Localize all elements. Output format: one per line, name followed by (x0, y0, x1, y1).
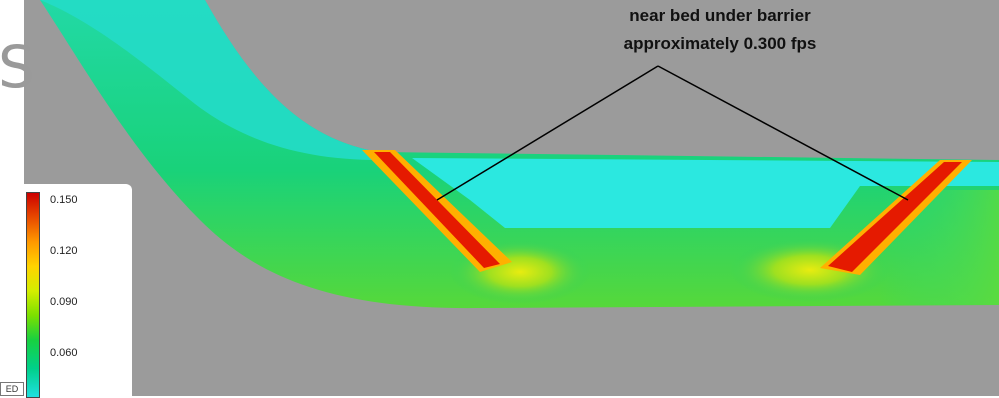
legend-tick: 0.060 (50, 347, 78, 359)
channel-bend (40, 0, 999, 309)
annotation-line-2: approximately 0.300 fps (623, 34, 817, 53)
legend-color-bar (26, 192, 40, 398)
edge-letter: S (0, 33, 35, 101)
leader-line-right (657, 65, 909, 201)
left-margin: S (0, 0, 35, 396)
calm-zone (412, 158, 999, 228)
legend-tick: 0.090 (50, 296, 78, 308)
legend-tick: 0.150 (50, 194, 78, 206)
leader-line-left (436, 65, 659, 201)
channel-bend-upper (40, 0, 380, 160)
legend-tick: 0.120 (50, 245, 78, 257)
corner-tag: ED (0, 382, 24, 396)
color-legend: 0.150 0.120 0.090 0.060 (22, 184, 132, 398)
velocity-annotation: near bed under barrier approximately 0.3… (520, 2, 920, 58)
annotation-line-1: near bed under barrier (629, 6, 811, 25)
barrier-right (828, 162, 962, 272)
barrier-left (374, 152, 500, 268)
